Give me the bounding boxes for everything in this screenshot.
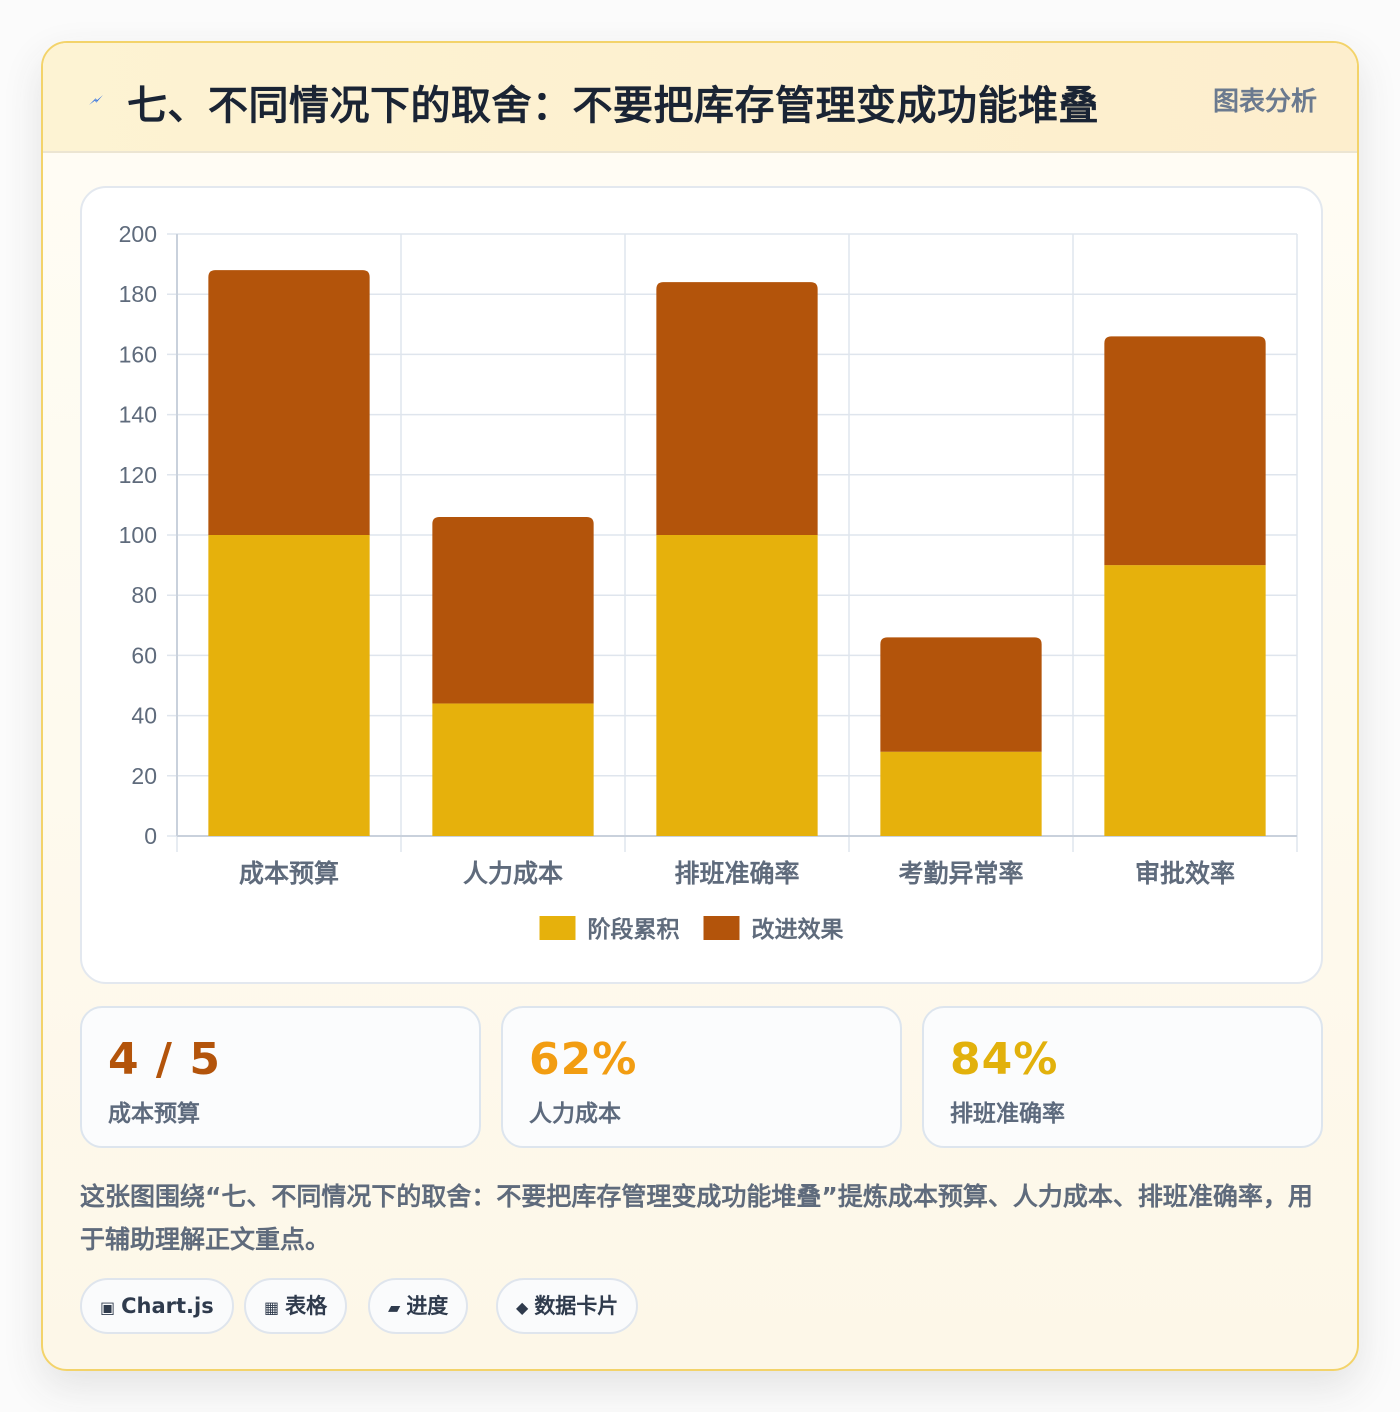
chip-progress[interactable]: ▰ 进度: [368, 1278, 469, 1334]
stat-label: 成本预算: [108, 1101, 200, 1127]
y-tick-label: 140: [119, 402, 157, 428]
stat-value: 4 / 5: [108, 1034, 221, 1085]
chip-label: 表格: [285, 1294, 328, 1318]
y-tick-label: 0: [144, 823, 157, 849]
progress-icon: ▰: [388, 1298, 401, 1317]
diamond-icon: ◆: [516, 1298, 529, 1317]
chart-analysis-tag: 图表分析: [1212, 87, 1317, 117]
chip-label: 数据卡片: [534, 1294, 619, 1318]
bar-segment: [1104, 565, 1266, 836]
y-tick-label: 180: [119, 281, 157, 307]
y-tick-label: 160: [119, 341, 157, 367]
y-tick-label: 20: [131, 763, 157, 789]
stat-label: 排班准确率: [950, 1101, 1065, 1127]
legend-swatch: [703, 916, 740, 940]
legend-swatch: [539, 916, 576, 940]
stat-card-scheduling-accuracy: 84% 排班准确率: [922, 1006, 1323, 1148]
page-title: 七、不同情况下的取舍：不要把库存管理变成功能堆叠: [127, 83, 1099, 129]
chip-table[interactable]: ▦ 表格: [244, 1278, 348, 1334]
y-tick-label: 80: [131, 582, 157, 608]
x-tick-label: 排班准确率: [674, 859, 799, 888]
y-tick-label: 200: [119, 221, 157, 247]
bar-segment: [208, 535, 370, 836]
x-tick-label: 人力成本: [463, 859, 563, 888]
y-tick-label: 40: [131, 703, 157, 729]
bar-segment: [880, 637, 1042, 752]
chart-panel: 0 20 40 60 80 100 120 140 160 180 200 成本预算 人力成本 排班准确率…: [80, 186, 1323, 984]
x-tick-label: 成本预算: [239, 859, 339, 888]
y-tick-label: 100: [119, 522, 157, 548]
bar-segment: [432, 703, 594, 836]
legend-label: 改进效果: [752, 916, 844, 943]
bar-segment: [656, 535, 818, 836]
lightning-icon: [85, 89, 109, 113]
stat-card-cost-budget: 4 / 5 成本预算: [80, 1006, 481, 1148]
chart-icon: ▣: [100, 1298, 116, 1317]
table-icon: ▦: [264, 1298, 280, 1317]
x-tick-label: 审批效率: [1135, 859, 1235, 888]
stat-label: 人力成本: [529, 1101, 621, 1127]
chip-label: 进度: [406, 1294, 449, 1318]
bar-segment: [1104, 336, 1266, 566]
x-tick-label: 考勤异常率: [898, 859, 1023, 888]
card-header: 七、不同情况下的取舍：不要把库存管理变成功能堆叠 图表分析: [43, 43, 1357, 153]
stat-card-labor-cost: 62% 人力成本: [501, 1006, 902, 1148]
bar-segment: [880, 751, 1042, 836]
chart-card: 七、不同情况下的取舍：不要把库存管理变成功能堆叠 图表分析 0 20 40 60 80 1…: [41, 41, 1359, 1371]
chart-description: 这张图围绕“七、不同情况下的取舍：不要把库存管理变成功能堆叠”提炼成本预算、人力…: [80, 1182, 1313, 1254]
bar-segment: [208, 270, 370, 535]
bar-segment: [432, 516, 594, 704]
y-tick-label: 120: [119, 462, 157, 488]
stat-value: 84%: [950, 1034, 1059, 1085]
chip-chartjs[interactable]: ▣ Chart.js: [80, 1278, 234, 1334]
stat-value: 62%: [529, 1034, 638, 1085]
y-tick-label: 60: [131, 642, 157, 668]
stacked-bar-chart: 0 20 40 60 80 100 120 140 160 180 200 成本预算 人力成本 排班准确率…: [119, 221, 1298, 943]
chip-data-card[interactable]: ◆ 数据卡片: [496, 1278, 639, 1334]
chip-label: Chart.js: [121, 1294, 214, 1318]
legend-label: 阶段累积: [588, 916, 680, 943]
bar-segment: [656, 282, 818, 535]
